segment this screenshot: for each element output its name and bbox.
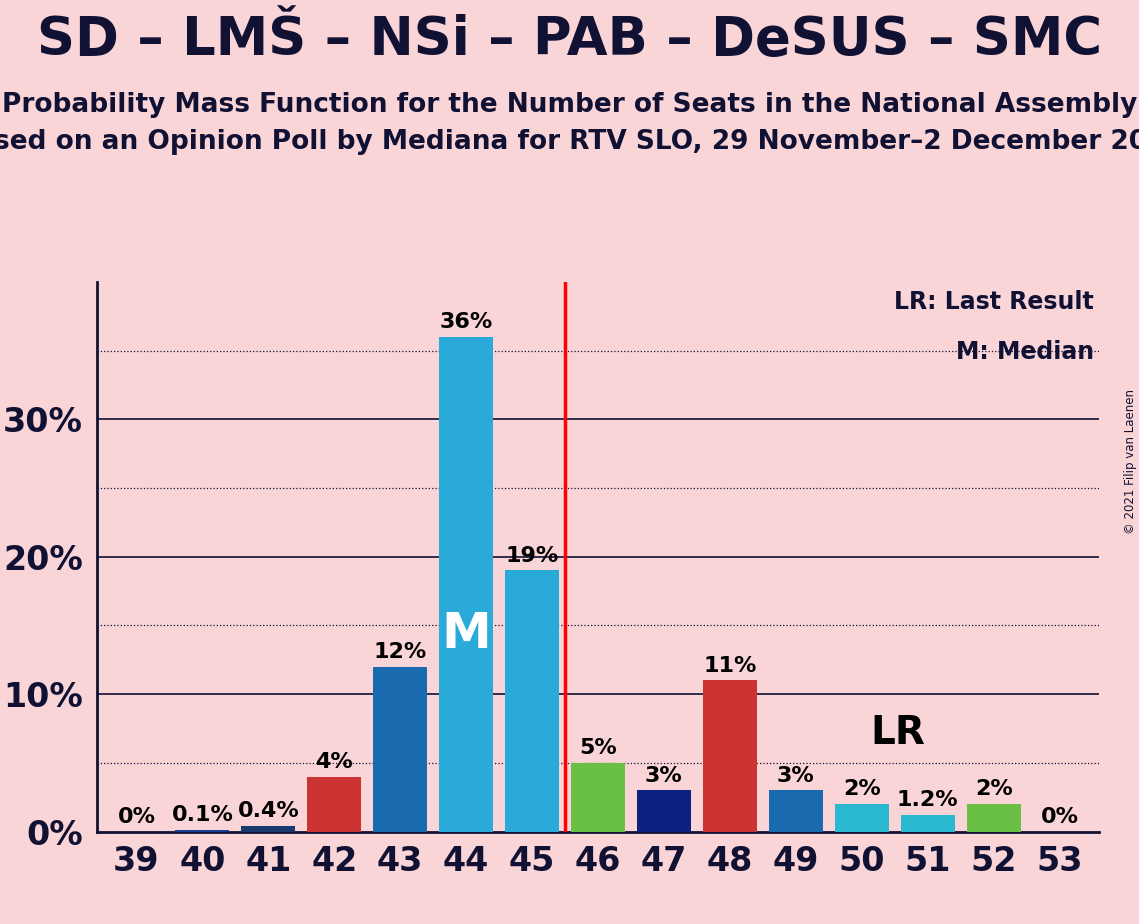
Text: 2%: 2% [843, 779, 880, 799]
Text: 0.1%: 0.1% [171, 806, 233, 825]
Text: 11%: 11% [703, 656, 756, 675]
Text: Probability Mass Function for the Number of Seats in the National Assembly: Probability Mass Function for the Number… [2, 92, 1137, 118]
Text: 0%: 0% [117, 807, 155, 827]
Bar [769, 790, 822, 832]
Bar [703, 680, 757, 832]
Text: 0%: 0% [1041, 807, 1079, 827]
Text: LR: LR [870, 714, 926, 752]
Bar [637, 790, 691, 832]
Bar [439, 337, 493, 832]
Text: 12%: 12% [374, 642, 427, 662]
Bar [901, 815, 954, 832]
Bar [505, 570, 559, 832]
Bar [835, 804, 888, 832]
Text: SD – LMŠ – NSi – PAB – DeSUS – SMC: SD – LMŠ – NSi – PAB – DeSUS – SMC [36, 14, 1103, 66]
Bar [241, 826, 295, 832]
Text: M: M [441, 610, 491, 658]
Text: M: Median: M: Median [956, 339, 1095, 363]
Bar [571, 763, 625, 832]
Text: 3%: 3% [645, 766, 682, 785]
Text: 3%: 3% [777, 766, 814, 785]
Text: 2%: 2% [975, 779, 1013, 799]
Text: LR: Last Result: LR: Last Result [894, 290, 1095, 314]
Bar [374, 667, 427, 832]
Text: 36%: 36% [440, 312, 493, 332]
Bar [175, 831, 229, 832]
Text: © 2021 Filip van Laenen: © 2021 Filip van Laenen [1124, 390, 1137, 534]
Text: 1.2%: 1.2% [896, 790, 959, 810]
Text: 4%: 4% [316, 752, 353, 772]
Text: 5%: 5% [579, 738, 617, 758]
Text: 0.4%: 0.4% [237, 801, 300, 821]
Bar [967, 804, 1021, 832]
Bar [308, 776, 361, 832]
Text: 19%: 19% [506, 546, 558, 565]
Text: Based on an Opinion Poll by Mediana for RTV SLO, 29 November–2 December 2021: Based on an Opinion Poll by Mediana for … [0, 129, 1139, 155]
